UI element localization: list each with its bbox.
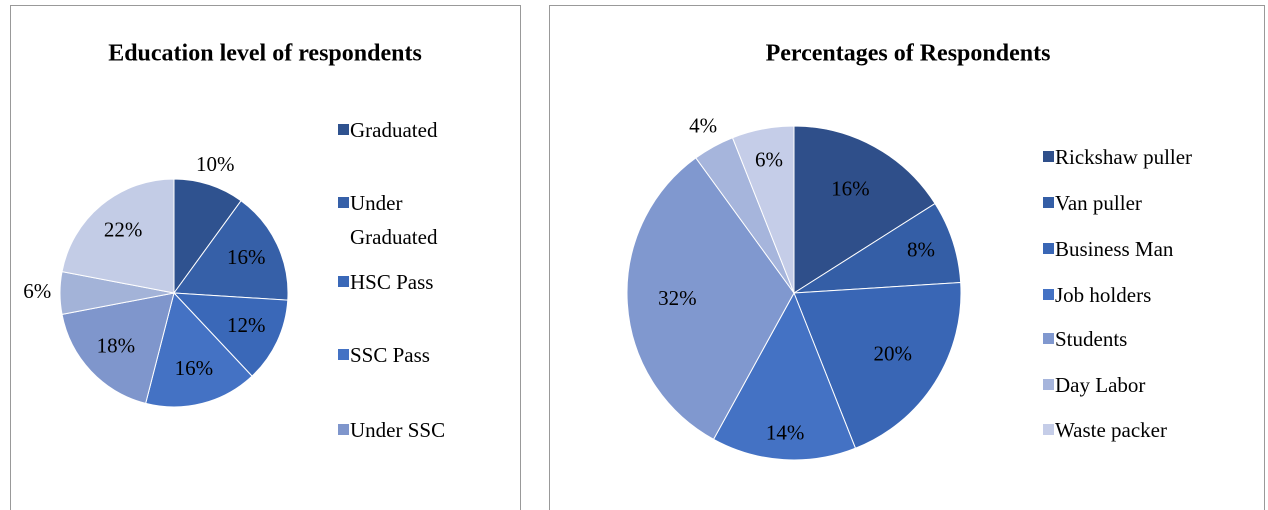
legend-swatch (338, 197, 349, 208)
data-label: 16% (227, 245, 266, 269)
pie-slice (61, 178, 175, 294)
legend-label: Job holders (1055, 283, 1152, 307)
legend-swatch (338, 276, 349, 287)
legend-label: Waste packer (1055, 418, 1167, 442)
pie-slice (793, 281, 962, 449)
panel (10, 5, 521, 510)
pie-slice (626, 157, 795, 441)
legend-swatch (1043, 424, 1054, 435)
legend-swatch (1043, 243, 1054, 254)
chart-title: Education level of respondents (108, 41, 422, 67)
data-label: 6% (755, 148, 783, 172)
data-label: 18% (97, 333, 136, 357)
legend-label: Day Labor (1055, 373, 1146, 397)
legend-label: Under Graduated (350, 191, 438, 249)
legend-label: Van puller (1055, 191, 1142, 215)
data-label: 8% (907, 238, 935, 262)
pie-slice (712, 291, 857, 461)
data-label: 6% (23, 279, 51, 303)
data-label: 10% (196, 152, 235, 176)
legend-swatch (1043, 289, 1054, 300)
data-label: 4% (689, 113, 717, 137)
legend-label: Rickshaw puller (1055, 145, 1193, 169)
pie-slice (731, 125, 795, 294)
legend-swatch (338, 349, 349, 360)
pie-slice (145, 291, 253, 408)
panel (549, 5, 1265, 510)
legend-swatch (1043, 333, 1054, 344)
data-label: 16% (831, 176, 870, 200)
pie-slice (61, 292, 175, 405)
pie-slice (793, 125, 936, 294)
data-label: 20% (873, 341, 912, 365)
legend-swatch (1043, 197, 1054, 208)
chart-title: Percentages of Respondents (766, 41, 1051, 67)
legend-swatch (338, 124, 349, 135)
legend-label: Business Man (1055, 237, 1174, 261)
pie-slice (173, 178, 242, 295)
legend-label: HSC Pass (350, 270, 434, 294)
legend-label: Under SSC (350, 418, 446, 442)
pie-slice (173, 200, 289, 301)
legend-label: SSC Pass (350, 343, 430, 367)
legend-swatch (1043, 379, 1054, 390)
data-label: 32% (658, 286, 697, 310)
legend-label: Graduated (350, 118, 438, 142)
legend-swatch (338, 424, 349, 435)
data-label: 12% (227, 313, 266, 337)
data-label: 14% (766, 420, 805, 444)
data-label: 22% (104, 217, 143, 241)
pie-slice (172, 292, 289, 377)
legend-swatch (1043, 151, 1054, 162)
legend-label: Students (1055, 327, 1128, 351)
data-label: 16% (175, 356, 214, 380)
